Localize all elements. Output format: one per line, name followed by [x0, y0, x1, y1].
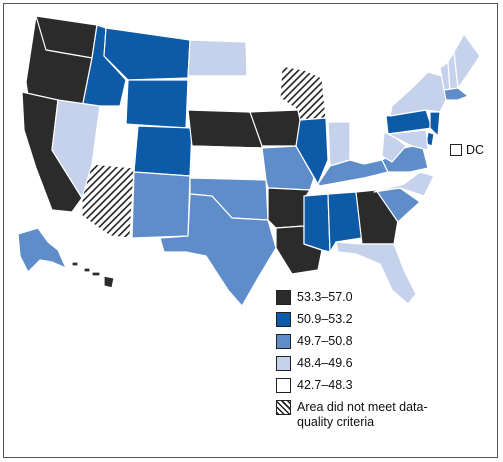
- state-az: [81, 163, 135, 239]
- legend-label: 53.3–57.0: [297, 290, 353, 304]
- legend-hatch-label: Area did not meet data-quality criteria: [297, 400, 428, 429]
- state-nc: [373, 171, 435, 197]
- state-ct: [443, 99, 457, 113]
- legend-row: 49.7–50.8: [276, 334, 486, 356]
- state-al: [327, 191, 363, 253]
- legend-swatch: [276, 312, 291, 327]
- state-mn: [245, 37, 291, 113]
- state-mi: [295, 57, 357, 121]
- state-ri: [455, 99, 463, 111]
- hawaii-island-2: [83, 267, 91, 273]
- state-ga: [355, 189, 399, 245]
- state-md: [387, 129, 429, 151]
- legend-row: 42.7–48.3: [276, 378, 486, 400]
- legend-label: 42.7–48.3: [297, 378, 353, 392]
- state-mt: [103, 27, 191, 81]
- state-me: [453, 33, 481, 89]
- state-ks: [189, 145, 267, 181]
- state-ms: [303, 193, 331, 253]
- state-co: [133, 125, 193, 177]
- legend-row: Area did not meet data-quality criteria: [276, 400, 486, 434]
- dc-indicator: DC: [450, 143, 484, 157]
- legend-swatch: [276, 378, 291, 393]
- legend-swatch: [276, 356, 291, 371]
- legend-swatch: [276, 290, 291, 305]
- state-nd: [187, 39, 249, 77]
- hawaii-island-1: [71, 261, 79, 267]
- state-fl: [335, 241, 417, 305]
- legend-row: 48.4–49.6: [276, 356, 486, 378]
- state-tx: [159, 193, 277, 307]
- state-wy: [125, 79, 189, 129]
- legend-swatch: [276, 334, 291, 349]
- state-hi: [71, 261, 115, 289]
- map-legend: 53.3–57.0 50.9–53.2 49.7–50.8 48.4–49.6 …: [276, 290, 486, 434]
- state-sd: [187, 75, 251, 113]
- dc-label: DC: [466, 143, 485, 157]
- legend-label: 50.9–53.2: [297, 312, 353, 326]
- state-ma: [443, 87, 469, 103]
- state-oh: [349, 117, 385, 165]
- legend-label: 48.4–49.6: [297, 356, 353, 370]
- dc-swatch: [450, 144, 462, 156]
- state-nm: [131, 171, 191, 239]
- legend-row: 53.3–57.0: [276, 290, 486, 312]
- legend-row: 50.9–53.2: [276, 312, 486, 334]
- state-ak: [17, 227, 67, 273]
- hawaii-island-3: [91, 271, 101, 277]
- hawaii-island-4: [103, 275, 115, 289]
- state-nj: [429, 111, 441, 137]
- legend-hatch-swatch: [276, 400, 291, 415]
- state-ny: [389, 71, 447, 117]
- legend-label: 49.7–50.8: [297, 334, 353, 348]
- state-wv: [381, 131, 407, 163]
- state-in: [327, 121, 351, 167]
